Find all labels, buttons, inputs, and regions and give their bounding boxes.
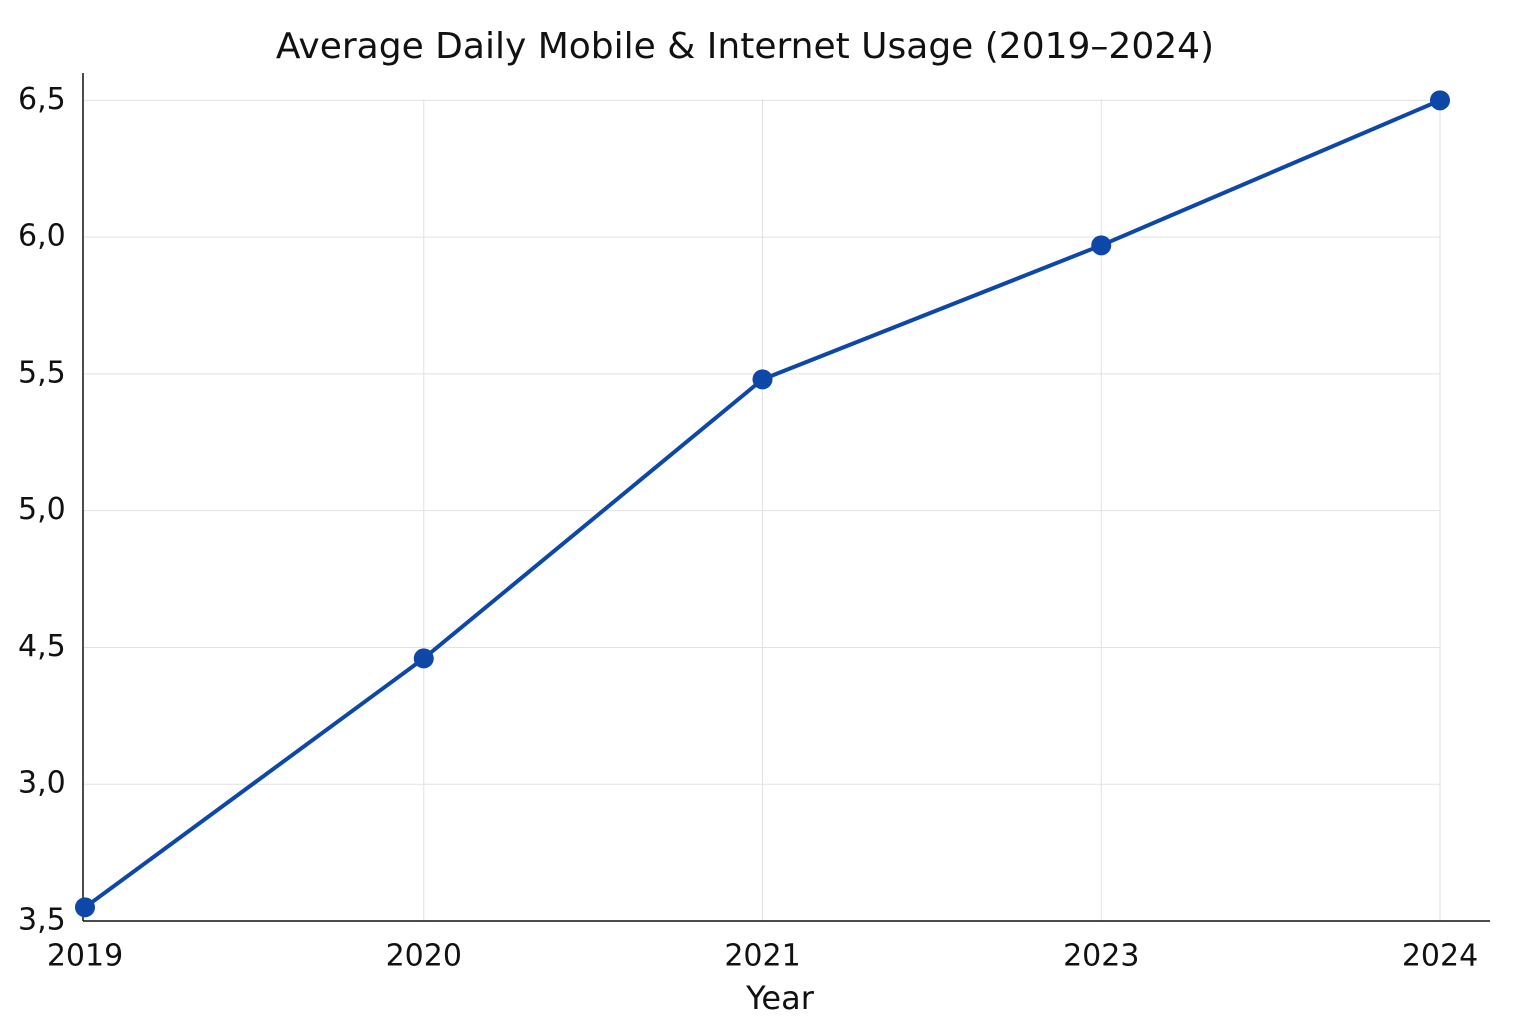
y-tick-label: 6,5: [18, 82, 66, 117]
x-tick-label: 2020: [386, 939, 462, 974]
y-tick-label: 3,5: [18, 903, 66, 938]
y-tick-label: 6,0: [18, 219, 66, 254]
data-point: [1430, 90, 1450, 111]
x-axis-label: Year: [745, 979, 815, 1017]
y-tick-label: 3,0: [18, 766, 66, 801]
y-tick-label: 5,5: [18, 355, 66, 390]
chart-title: Average Daily Mobile & Internet Usage (2…: [276, 26, 1214, 67]
data-point: [75, 897, 95, 918]
x-tick-label: 2019: [47, 939, 123, 974]
data-point: [1091, 235, 1112, 256]
data-point: [413, 648, 434, 669]
y-tick-label: 4,5: [18, 629, 66, 664]
x-tick-label: 2024: [1402, 939, 1478, 974]
y-tick-label: 5,0: [18, 492, 66, 527]
x-tick-label: 2023: [1063, 939, 1139, 974]
data-point: [752, 369, 773, 390]
x-tick-label: 2021: [724, 939, 800, 974]
